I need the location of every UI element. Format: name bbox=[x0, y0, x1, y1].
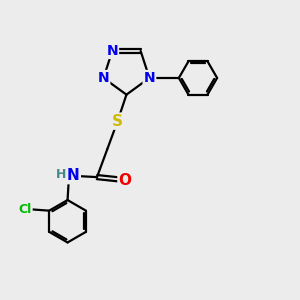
Text: Cl: Cl bbox=[18, 203, 32, 216]
Text: H: H bbox=[56, 168, 66, 181]
Text: N: N bbox=[67, 168, 80, 183]
Text: S: S bbox=[112, 114, 123, 129]
Text: N: N bbox=[144, 71, 155, 85]
Text: N: N bbox=[98, 71, 109, 85]
Text: O: O bbox=[118, 172, 131, 188]
Text: N: N bbox=[106, 44, 118, 58]
